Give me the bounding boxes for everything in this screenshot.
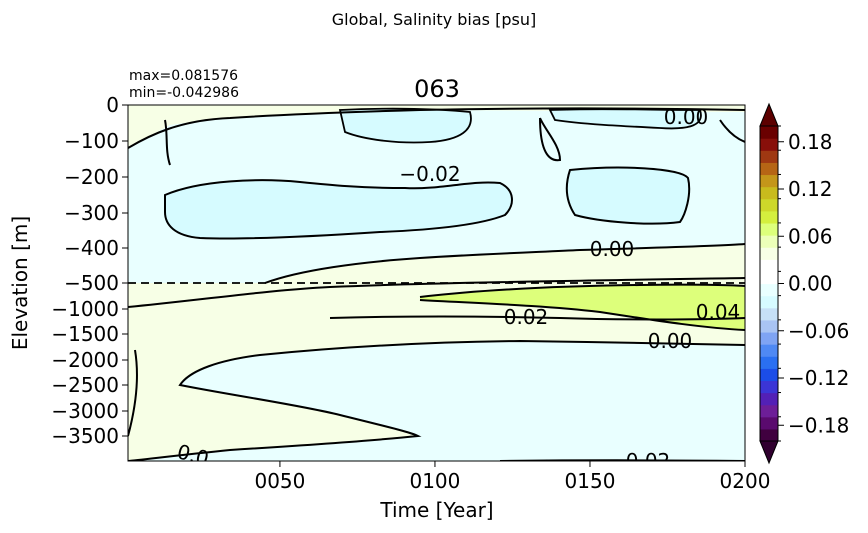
contour-line (164, 119, 171, 166)
x-tick-label: 0050 (254, 469, 305, 493)
colorbar-segment (760, 307, 778, 321)
contour-label: 0.04 (696, 300, 741, 324)
y-tick-label: −2500 (51, 373, 119, 397)
y-tick-label: −1500 (51, 322, 119, 346)
colorbar-segment (760, 162, 778, 176)
colorbar-segment (760, 271, 778, 285)
y-tick-label: −3500 (51, 424, 119, 448)
contour-line (128, 277, 745, 308)
colorbar-segment (760, 235, 778, 248)
x-tick-label: 0100 (409, 469, 460, 493)
positive-region-lower (128, 283, 745, 461)
y-axis-label: Elevation [m] (8, 216, 32, 350)
x-axis-label: Time [Year] (379, 498, 493, 522)
y-tick-label: −300 (64, 201, 119, 225)
colorbar-tick-label: −0.06 (788, 319, 849, 343)
contour-label: 0.00 (590, 237, 635, 261)
colorbar-segment (760, 174, 778, 188)
contour-line (128, 107, 745, 149)
colorbar-segment (760, 416, 778, 430)
negative-core-east (565, 166, 691, 225)
y-tick-label: −400 (64, 236, 119, 260)
contour-label: 0.02 (626, 449, 671, 473)
plot-title: 063 (414, 75, 460, 103)
x-axis: 0050 0100 0150 0200 (254, 461, 770, 493)
negative-core-west (164, 179, 513, 240)
contour-label: 0.00 (664, 105, 709, 129)
contour-labels: 0.00−0.020.000.040.020.000.020.0 (175, 105, 741, 473)
colorbar-segment (760, 428, 778, 442)
colorbar-segment (760, 344, 778, 357)
colorbar-tick-label: 0.12 (788, 177, 833, 201)
colorbar-segment (760, 356, 778, 369)
colorbar-segment (760, 319, 778, 333)
contour-label: 0.00 (648, 329, 693, 353)
x-tick-label: 0200 (720, 469, 771, 493)
colorbar-tick-label: 0.00 (788, 272, 833, 296)
y-tick-label: −1000 (51, 297, 119, 321)
contour-line (539, 117, 562, 162)
colorbar-segment (760, 210, 778, 224)
y-tick-label: −500 (64, 271, 119, 295)
figure-suptitle: Global, Salinity bias [psu] (332, 10, 536, 29)
colorbar-segment (760, 150, 778, 163)
colorbar-segment (760, 186, 778, 200)
colorbar-segment (760, 138, 778, 151)
colorbar-segment (760, 247, 778, 260)
colorbar-tick-label: 0.06 (788, 224, 833, 248)
colorbar-segment (760, 295, 778, 309)
y-tick-label: −2000 (51, 348, 119, 372)
contour-line (419, 299, 745, 331)
colorbar-segment (760, 222, 778, 236)
negative-patch-upper (338, 107, 472, 144)
colorbar-segment (760, 331, 778, 345)
y-tick-label: −200 (64, 165, 119, 189)
colorbar-extend-max (759, 102, 779, 127)
colorbar-segment (760, 392, 778, 406)
colorbar-tick-label: −0.18 (788, 413, 849, 437)
colorbar-segment (760, 380, 778, 394)
contour-line (329, 315, 745, 321)
contour-line (264, 243, 745, 284)
contour-label: −0.02 (399, 162, 460, 186)
contour-lines (128, 107, 745, 461)
min-stat: min=-0.042986 (129, 85, 239, 101)
y-tick-label: 0 (106, 93, 119, 117)
y-axis: 0 −100 −200 −300 −400 −500−1000−1500−2000−250… (51, 93, 128, 448)
contour-line (419, 283, 745, 298)
contour-line (128, 339, 745, 461)
colorbar-tick-label: 0.18 (788, 130, 833, 154)
contour-line (719, 119, 745, 143)
max-stat: max=0.081576 (129, 68, 238, 84)
positive-tongue-upper (265, 244, 745, 283)
colorbar-segment (760, 404, 778, 418)
colorbar-segment (760, 368, 778, 382)
contour-line (128, 349, 139, 437)
colorbar-segment (760, 259, 778, 272)
y-tick-label: −3000 (51, 399, 119, 423)
colorbar-segment (760, 126, 778, 139)
colorbar: 0.18 0.12 0.06 0.00 −0.06 −0.12 −0.18 (759, 102, 849, 465)
colorbar-segment (760, 198, 778, 212)
plot-area: 0.00−0.020.000.040.020.000.020.0 (128, 105, 745, 473)
y-tick-label: −100 (64, 129, 119, 153)
x-tick-label: 0150 (565, 469, 616, 493)
contour-label: 0.0 (175, 439, 212, 470)
colorbar-segment (760, 283, 778, 297)
colorbar-tick-label: −0.12 (788, 366, 849, 390)
contour-label: 0.02 (504, 305, 549, 329)
colorbar-extend-min (759, 440, 779, 465)
